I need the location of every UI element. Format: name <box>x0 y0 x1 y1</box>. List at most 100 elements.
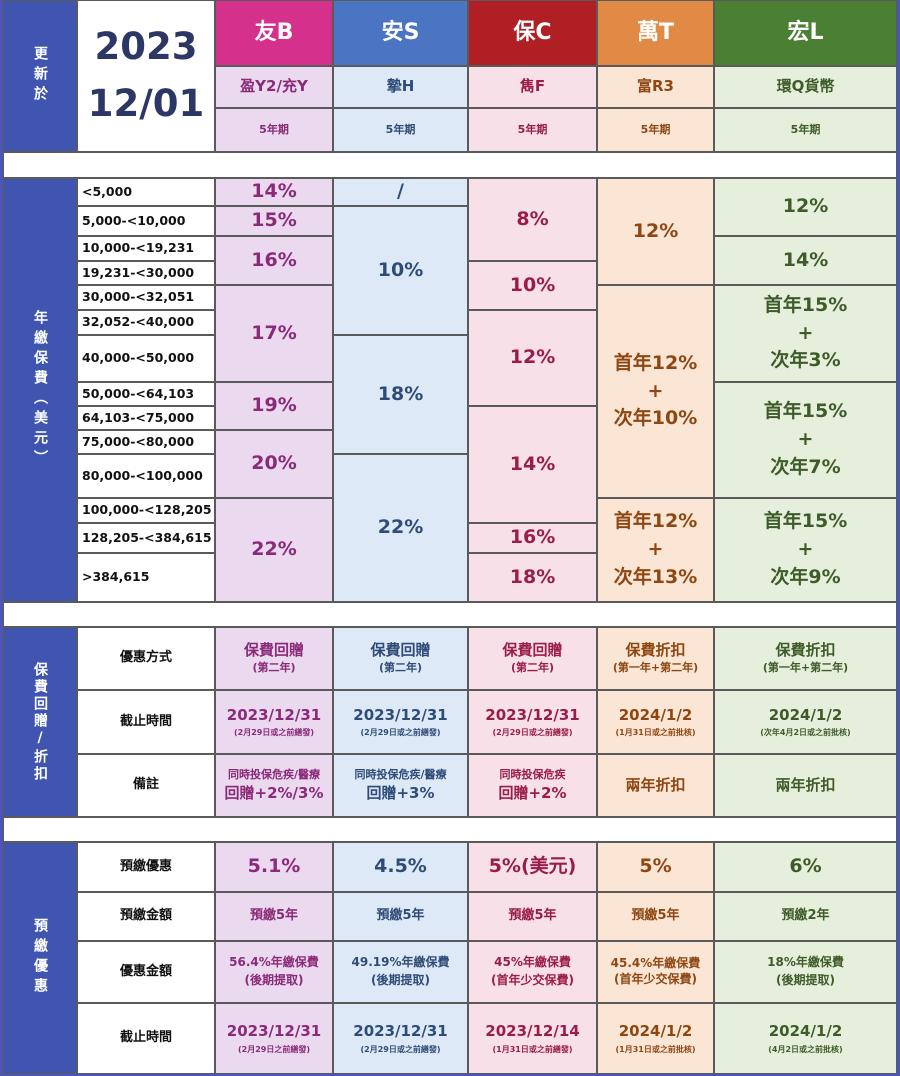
prepay-discount-bao: 45%年繳保費 (首年少交保費) <box>468 941 597 1003</box>
prepay-deadline-friend: 2023/12/31 (2月29日之前繕發) <box>215 1003 333 1074</box>
rebate-section-title: 保費回贈/折扣 <box>32 661 49 783</box>
term-hong: 5年期 <box>714 108 897 152</box>
rebate-remark-bao: 同時投保危疾回贈+2% <box>468 754 597 817</box>
deadline-date: 2024/1/2 <box>768 705 843 724</box>
deadline-date: 2023/12/31 <box>226 705 322 724</box>
prepay-offer-hong: 6% <box>714 842 897 892</box>
row-label-prepay-offer: 預繳優惠 <box>77 842 215 892</box>
range-row-label: 64,103-<75,000 <box>77 406 215 430</box>
plus-sign: + <box>647 379 664 402</box>
remark-line: 兩年折扣 <box>775 775 836 794</box>
rebate-deadline-bao: 2023/12/31 (2月29日或之前繕發) <box>468 690 597 754</box>
insurer-header-bao: 保C <box>468 0 597 66</box>
rate-cell-bao: 14% <box>468 406 597 523</box>
prepay-section-title: 預繳優惠 <box>32 918 49 998</box>
rate-cell-bao: 12% <box>468 310 597 406</box>
range-row-label: 32,052-<40,000 <box>77 310 215 335</box>
rate-cell-wan: 首年12% + 次年10% <box>597 285 714 498</box>
row-label-prepay-discount: 優惠金額 <box>77 941 215 1003</box>
prepay-offer-bao: 5%(美元) <box>468 842 597 892</box>
remark-line: 同時投保危疾 <box>499 767 566 781</box>
prepay-discount-hong: 18%年繳保費 (後期提取) <box>714 941 897 1003</box>
method-main: 保費回贈 <box>502 641 563 660</box>
remark-line: 同時投保危疾/醫療 <box>354 767 447 781</box>
rate-line: 次年3% <box>770 349 841 372</box>
deadline-note: (2月29日或之前繕發) <box>233 728 314 738</box>
rebate-deadline-wan: 2024/1/2 (1月31日或之前批核) <box>597 690 714 754</box>
range-row-label: 80,000-<100,000 <box>77 454 215 498</box>
plus-sign: + <box>647 538 664 561</box>
update-date-cell: 2023 12/01 <box>77 0 215 152</box>
rate-cell-bao: 18% <box>468 553 597 602</box>
rebate-deadline-friend: 2023/12/31 (2月29日或之前繕發) <box>215 690 333 754</box>
prepay-deadline-hong: 2024/1/2 (4月2日或之前批核) <box>714 1003 897 1074</box>
rate-cell-friend: 19% <box>215 382 333 430</box>
rate-cell-wan: 首年12% + 次年13% <box>597 498 714 602</box>
remark-bonus: 回贈+3% <box>366 784 435 803</box>
method-sub: (第一年+第二年) <box>762 661 849 675</box>
rebate-method-an: 保費回贈 (第二年) <box>333 627 468 690</box>
prepay-amount-bao: 預繳5年 <box>468 892 597 941</box>
prepay-deadline-an: 2023/12/31 (2月29日或之前繕發) <box>333 1003 468 1074</box>
range-row-label: <5,000 <box>77 178 215 206</box>
insurer-header-hong: 宏L <box>714 0 897 66</box>
insurer-header-friend: 友B <box>215 0 333 66</box>
section-divider <box>3 152 897 178</box>
rebate-deadline-hong: 2024/1/2 (次年4月2日或之前批核) <box>714 690 897 754</box>
deadline-date: 2023/12/31 <box>226 1022 322 1041</box>
deadline-date: 2023/12/31 <box>353 1022 448 1041</box>
rebate-method-bao: 保費回贈 (第二年) <box>468 627 597 690</box>
deadline-note: (2月29日或之前繕發) <box>360 1044 441 1054</box>
deadline-note: (1月31日或之前繕發) <box>492 1044 573 1054</box>
deadline-date: 2023/12/14 <box>485 1022 580 1041</box>
prepay-deadline-wan: 2024/1/2 (1月31日或之前批核) <box>597 1003 714 1074</box>
rebate-remark-an: 同時投保危疾/醫療回贈+3% <box>333 754 468 817</box>
deadline-date: 2023/12/31 <box>485 705 580 724</box>
method-sub: (第二年) <box>378 661 423 675</box>
insurer-header-wan: 萬T <box>597 0 714 66</box>
insurer-name: 友B <box>254 20 294 46</box>
deadline-date: 2023/12/31 <box>353 705 448 724</box>
remark-bonus: 回贈+2% <box>498 784 567 803</box>
row-label-remark: 備註 <box>77 754 215 817</box>
deadline-note: (2月29日之前繕發) <box>237 1044 310 1054</box>
rate-cell-friend: 20% <box>215 430 333 498</box>
insurer-name: 宏L <box>787 20 824 46</box>
prepay-amount-hong: 預繳2年 <box>714 892 897 941</box>
range-row-label: 128,205-<384,615 <box>77 523 215 553</box>
section-divider <box>3 602 897 627</box>
premium-section-title: 年繳保費（美元） <box>32 310 49 470</box>
range-row-label: 40,000-<50,000 <box>77 335 215 382</box>
rate-cell-friend: 16% <box>215 236 333 285</box>
prepay-discount-wan: 45.4%年繳保費 (首年少交保費) <box>597 941 714 1003</box>
plus-sign: + <box>797 538 814 561</box>
rebate-remark-friend: 同時投保危疾/醫療 回贈+2%/3% <box>215 754 333 817</box>
plus-sign: + <box>797 428 814 451</box>
prepay-amount-friend: 預繳5年 <box>215 892 333 941</box>
rate-line: 次年13% <box>613 565 698 588</box>
discount-note: (首年少交保費) <box>614 972 697 986</box>
remark-line: 同時投保危疾/醫療 <box>227 767 321 781</box>
row-label-deadline: 截止時間 <box>77 690 215 754</box>
prepay-discount-an: 49.19%年繳保費 (後期提取) <box>333 941 468 1003</box>
prepay-discount-friend: 56.4%年繳保費 (後期提取) <box>215 941 333 1003</box>
prepay-amount-an: 預繳5年 <box>333 892 468 941</box>
plan-name-an: 摯H <box>333 66 468 108</box>
discount-line: 45.4%年繳保費 <box>610 956 701 971</box>
term-an: 5年期 <box>333 108 468 152</box>
deadline-date: 2024/1/2 <box>768 1022 843 1041</box>
rate-cell-hong: 14% <box>714 236 897 285</box>
plus-sign: + <box>797 321 814 344</box>
rebate-method-wan: 保費折扣 (第一年+第二年) <box>597 627 714 690</box>
updated-label: 更新於 <box>32 46 49 106</box>
range-row-label: 100,000-<128,205 <box>77 498 215 523</box>
discount-note: (後期提取) <box>776 973 835 987</box>
deadline-note: (次年4月2日或之前批核) <box>760 728 851 738</box>
method-main: 保費回贈 <box>370 641 431 660</box>
rate-cell-bao: 10% <box>468 261 597 310</box>
row-label-prepay-amount: 預繳金額 <box>77 892 215 941</box>
rate-line: 次年9% <box>770 565 841 588</box>
insurer-header-an: 安S <box>333 0 468 66</box>
rate-cell-friend: 14% <box>215 178 333 206</box>
range-row-label: 30,000-<32,051 <box>77 285 215 310</box>
